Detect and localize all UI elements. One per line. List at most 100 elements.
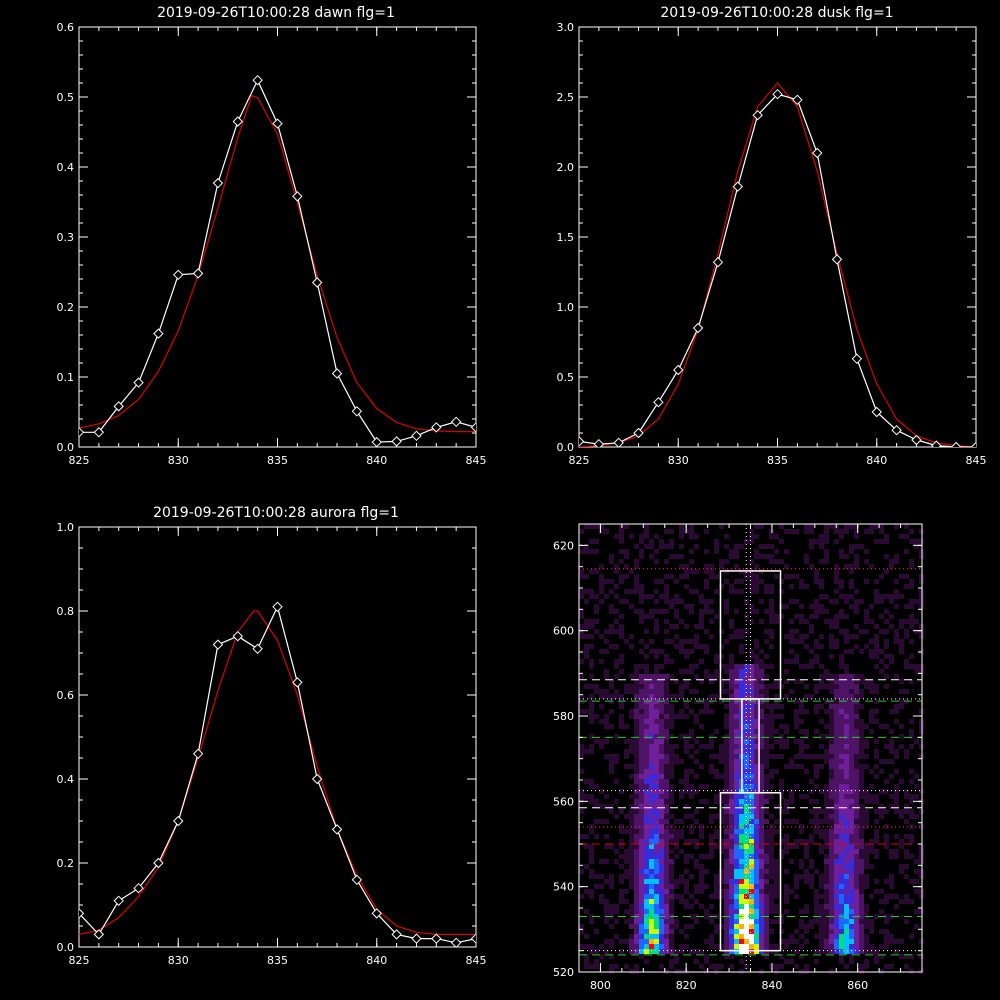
heatmap-cell (914, 924, 919, 929)
heatmap-cell (684, 704, 689, 709)
heatmap-cell (724, 604, 729, 609)
heatmap-cell (714, 669, 719, 674)
heatmap-cell (829, 839, 834, 844)
heatmap-cell (724, 909, 729, 914)
heatmap-cell (654, 929, 659, 934)
heatmap-cell (669, 949, 674, 954)
heatmap-cell (624, 754, 629, 759)
heatmap-cell (819, 609, 824, 614)
heatmap-cell (749, 789, 754, 794)
heatmap-cell (579, 794, 584, 799)
heatmap-cell (759, 949, 764, 954)
heatmap-cell (699, 624, 704, 629)
heatmap-cell (659, 769, 664, 774)
heatmap-cell (809, 629, 814, 634)
heatmap-cell (714, 944, 719, 949)
heatmap-cell (914, 629, 919, 634)
heatmap-cell (654, 824, 659, 829)
heatmap-cell (639, 949, 644, 954)
heatmap-cell (744, 804, 749, 809)
heatmap-cell (849, 959, 854, 964)
heatmap-cell (584, 589, 589, 594)
heatmap-cell (839, 734, 844, 739)
heatmap-cell (904, 964, 909, 969)
heatmap-cell (799, 614, 804, 619)
heatmap-cell (739, 794, 744, 799)
heatmap-cell (724, 854, 729, 859)
heatmap-cell (679, 639, 684, 644)
heatmap-cell (849, 759, 854, 764)
heatmap-cell (819, 939, 824, 944)
heatmap-cell (844, 869, 849, 874)
dusk-panel: 2019-09-26T10:00:28 dusk flg=1 825 830 835… (557, 5, 987, 467)
heatmap-cell (584, 619, 589, 624)
heatmap-cell (819, 874, 824, 879)
heatmap-cell (749, 669, 754, 674)
heatmap-cell (814, 809, 819, 814)
heatmap-cell (854, 769, 859, 774)
heatmap-cell (729, 709, 734, 714)
heatmap-cell (719, 924, 724, 929)
heatmap-cell (794, 844, 799, 849)
heatmap-cell (859, 859, 864, 864)
heatmap-cell (874, 709, 879, 714)
heatmap-cell (689, 609, 694, 614)
heatmap-cell (884, 944, 889, 949)
heatmap-cell (709, 739, 714, 744)
data-point (371, 908, 382, 919)
heatmap-cell (704, 674, 709, 679)
heatmap-cell (814, 689, 819, 694)
heatmap-cell (589, 694, 594, 699)
heatmap-cell (809, 884, 814, 889)
heatmap-cell (774, 859, 779, 864)
heatmap-cell (849, 729, 854, 734)
heatmap-cell (599, 819, 604, 824)
heatmap-cell (854, 934, 859, 939)
heatmap-cell (584, 844, 589, 849)
heatmap-cell (609, 579, 614, 584)
heatmap-cell (754, 759, 759, 764)
heatmap-cell (644, 674, 649, 679)
heatmap-cell (829, 729, 834, 734)
heatmap-cell (719, 749, 724, 754)
heatmap-cell (764, 784, 769, 789)
heatmap-cell (619, 789, 624, 794)
heatmap-cell (744, 924, 749, 929)
y-tick-label: 600 (553, 625, 574, 638)
heatmap-cell (629, 909, 634, 914)
heatmap-cell (794, 949, 799, 954)
heatmap-cell (724, 704, 729, 709)
heatmap-cell (909, 599, 914, 604)
heatmap-cell (749, 924, 754, 929)
heatmap-cell (729, 769, 734, 774)
y-tick-label: 540 (553, 881, 574, 894)
heatmap-cell (664, 874, 669, 879)
heatmap-cell (669, 704, 674, 709)
heatmap-cell (844, 564, 849, 569)
heatmap-cell (734, 739, 739, 744)
heatmap-cell (624, 549, 629, 554)
heatmap-cell (689, 794, 694, 799)
heatmap-cell (894, 524, 899, 529)
heatmap-cell (884, 594, 889, 599)
heatmap-cell (849, 524, 854, 529)
heatmap-cell (844, 904, 849, 909)
heatmap-cell (614, 859, 619, 864)
heatmap-cell (649, 899, 654, 904)
heatmap-cell (874, 799, 879, 804)
heatmap-cell (814, 869, 819, 874)
heatmap-cell (894, 749, 899, 754)
heatmap-cell (819, 924, 824, 929)
heatmap-cell (609, 629, 614, 634)
heatmap-cell (819, 849, 824, 854)
heatmap-cell (764, 879, 769, 884)
heatmap-cell (739, 649, 744, 654)
y-tick-label: 0.1 (57, 371, 75, 384)
heatmap-cell (724, 759, 729, 764)
heatmap-cell (674, 759, 679, 764)
heatmap-cell (599, 704, 604, 709)
heatmap-cell (734, 894, 739, 899)
heatmap-cell (649, 919, 654, 924)
heatmap-cell (634, 909, 639, 914)
heatmap-cell (834, 799, 839, 804)
